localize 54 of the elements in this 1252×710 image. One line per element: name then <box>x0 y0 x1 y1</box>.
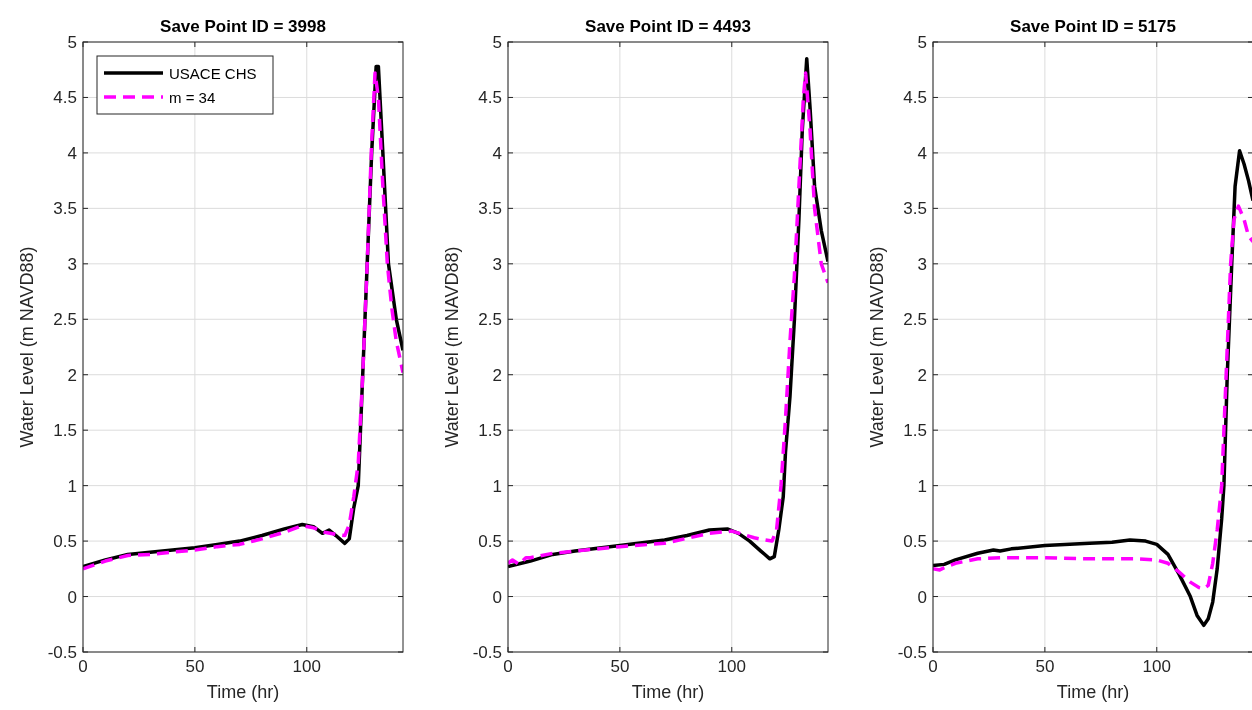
y-tick-label: 4 <box>67 143 77 163</box>
x-tick-label: 50 <box>610 657 630 676</box>
x-axis-title: Time (hr) <box>1056 682 1130 702</box>
y-tick-label: 3 <box>917 254 927 274</box>
y-tick-label: 2 <box>492 365 502 385</box>
y-tick-label: 4.5 <box>903 88 927 108</box>
y-tick-label: 1 <box>492 476 502 496</box>
y-axis-title: Water Level (m NAVD88) <box>17 246 37 448</box>
y-tick-label: 5 <box>492 33 502 52</box>
y-tick-label: 1 <box>917 476 927 496</box>
y-tick-label: 1.5 <box>53 421 77 441</box>
y-tick-label: 0 <box>67 587 77 607</box>
y-tick-label: 0 <box>492 587 502 607</box>
line-series <box>933 204 1252 591</box>
y-tick-label: 3.5 <box>903 199 927 219</box>
y-tick-label: 1.5 <box>478 421 502 441</box>
chart-title: Save Point ID = 5175 <box>1010 17 1176 36</box>
x-axis-title: Time (hr) <box>206 682 280 702</box>
x-tick-label: 50 <box>185 657 205 676</box>
y-tick-label: 0.5 <box>478 532 502 552</box>
y-tick-label: 3.5 <box>478 199 502 219</box>
y-tick-label: 4.5 <box>53 88 77 108</box>
legend-label: m = 34 <box>169 89 216 106</box>
y-tick-label: 3 <box>492 254 502 274</box>
y-tick-label: 3 <box>67 254 77 274</box>
y-tick-label: 2.5 <box>903 310 927 330</box>
y-tick-label: 2 <box>67 365 77 385</box>
x-axis-title: Time (hr) <box>631 682 705 702</box>
y-tick-label: 0 <box>917 587 927 607</box>
y-tick-label: 2.5 <box>478 310 502 330</box>
y-tick-label: -0.5 <box>47 643 77 662</box>
x-tick-label: 100 <box>292 657 321 676</box>
y-tick-label: 3.5 <box>53 199 77 219</box>
y-tick-label: 1 <box>67 476 77 496</box>
y-tick-label: 5 <box>917 33 927 52</box>
y-tick-label: 5 <box>67 33 77 52</box>
y-tick-label: 4.5 <box>478 88 502 108</box>
y-tick-label: 1.5 <box>903 421 927 441</box>
y-tick-label: -0.5 <box>897 643 927 662</box>
y-tick-label: 4 <box>917 143 927 163</box>
x-tick-label: 50 <box>1035 657 1055 676</box>
chart-title: Save Point ID = 4493 <box>585 17 751 36</box>
chart-title: Save Point ID = 3998 <box>160 17 326 36</box>
y-tick-label: 0.5 <box>53 532 77 552</box>
y-axis-title: Water Level (m NAVD88) <box>442 246 462 448</box>
x-tick-label: 100 <box>717 657 746 676</box>
y-axis-title: Water Level (m NAVD88) <box>867 246 887 448</box>
y-tick-label: 2.5 <box>53 310 77 330</box>
legend-label: USACE CHS <box>169 65 257 82</box>
y-tick-label: -0.5 <box>472 643 502 662</box>
y-tick-label: 0.5 <box>903 532 927 552</box>
y-tick-label: 4 <box>492 143 502 163</box>
y-tick-label: 2 <box>917 365 927 385</box>
x-tick-label: 100 <box>1142 657 1171 676</box>
